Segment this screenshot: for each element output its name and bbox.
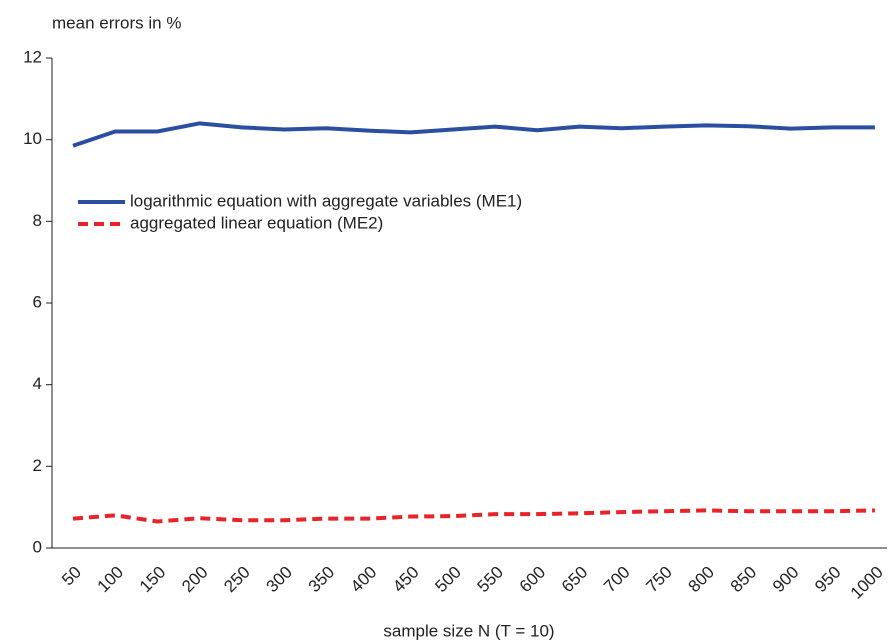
x-axis-label: sample size N (T = 10) <box>383 621 554 640</box>
x-tick-label: 900 <box>769 563 802 596</box>
x-tick-label: 1000 <box>847 563 887 603</box>
y-tick-label: 12 <box>23 47 42 66</box>
legend-label: aggregated linear equation (ME2) <box>130 213 383 232</box>
data-line <box>72 508 875 524</box>
x-tick-label: 950 <box>811 563 844 596</box>
y-tick-label: 10 <box>23 129 42 148</box>
x-tick-label: 300 <box>263 563 296 596</box>
x-tick-label: 400 <box>347 563 380 596</box>
x-tick-label: 650 <box>558 563 591 596</box>
y-tick-label: 6 <box>33 292 42 311</box>
x-tick-label: 250 <box>220 563 253 596</box>
x-tick-label: 100 <box>94 563 127 596</box>
y-tick-label: 4 <box>33 374 42 393</box>
x-tick-label: 550 <box>474 563 507 596</box>
x-tick-label: 700 <box>600 563 633 596</box>
x-tick-label: 600 <box>516 563 549 596</box>
y-tick-label: 8 <box>33 211 42 230</box>
x-tick-label: 750 <box>642 563 675 596</box>
chart-title: mean errors in % <box>52 13 181 32</box>
x-tick-label: 200 <box>178 563 211 596</box>
legend-label: logarithmic equation with aggregate vari… <box>130 191 522 210</box>
x-tick-label: 150 <box>136 563 169 596</box>
x-tick-label: 850 <box>727 563 760 596</box>
data-line <box>72 121 875 148</box>
x-tick-label: 450 <box>389 563 422 596</box>
x-tick-label: 500 <box>431 563 464 596</box>
y-tick-label: 2 <box>33 456 42 475</box>
x-tick-label: 350 <box>305 563 338 596</box>
x-tick-label: 800 <box>685 563 718 596</box>
y-tick-label: 0 <box>33 537 42 556</box>
x-tick-label: 50 <box>58 563 85 590</box>
